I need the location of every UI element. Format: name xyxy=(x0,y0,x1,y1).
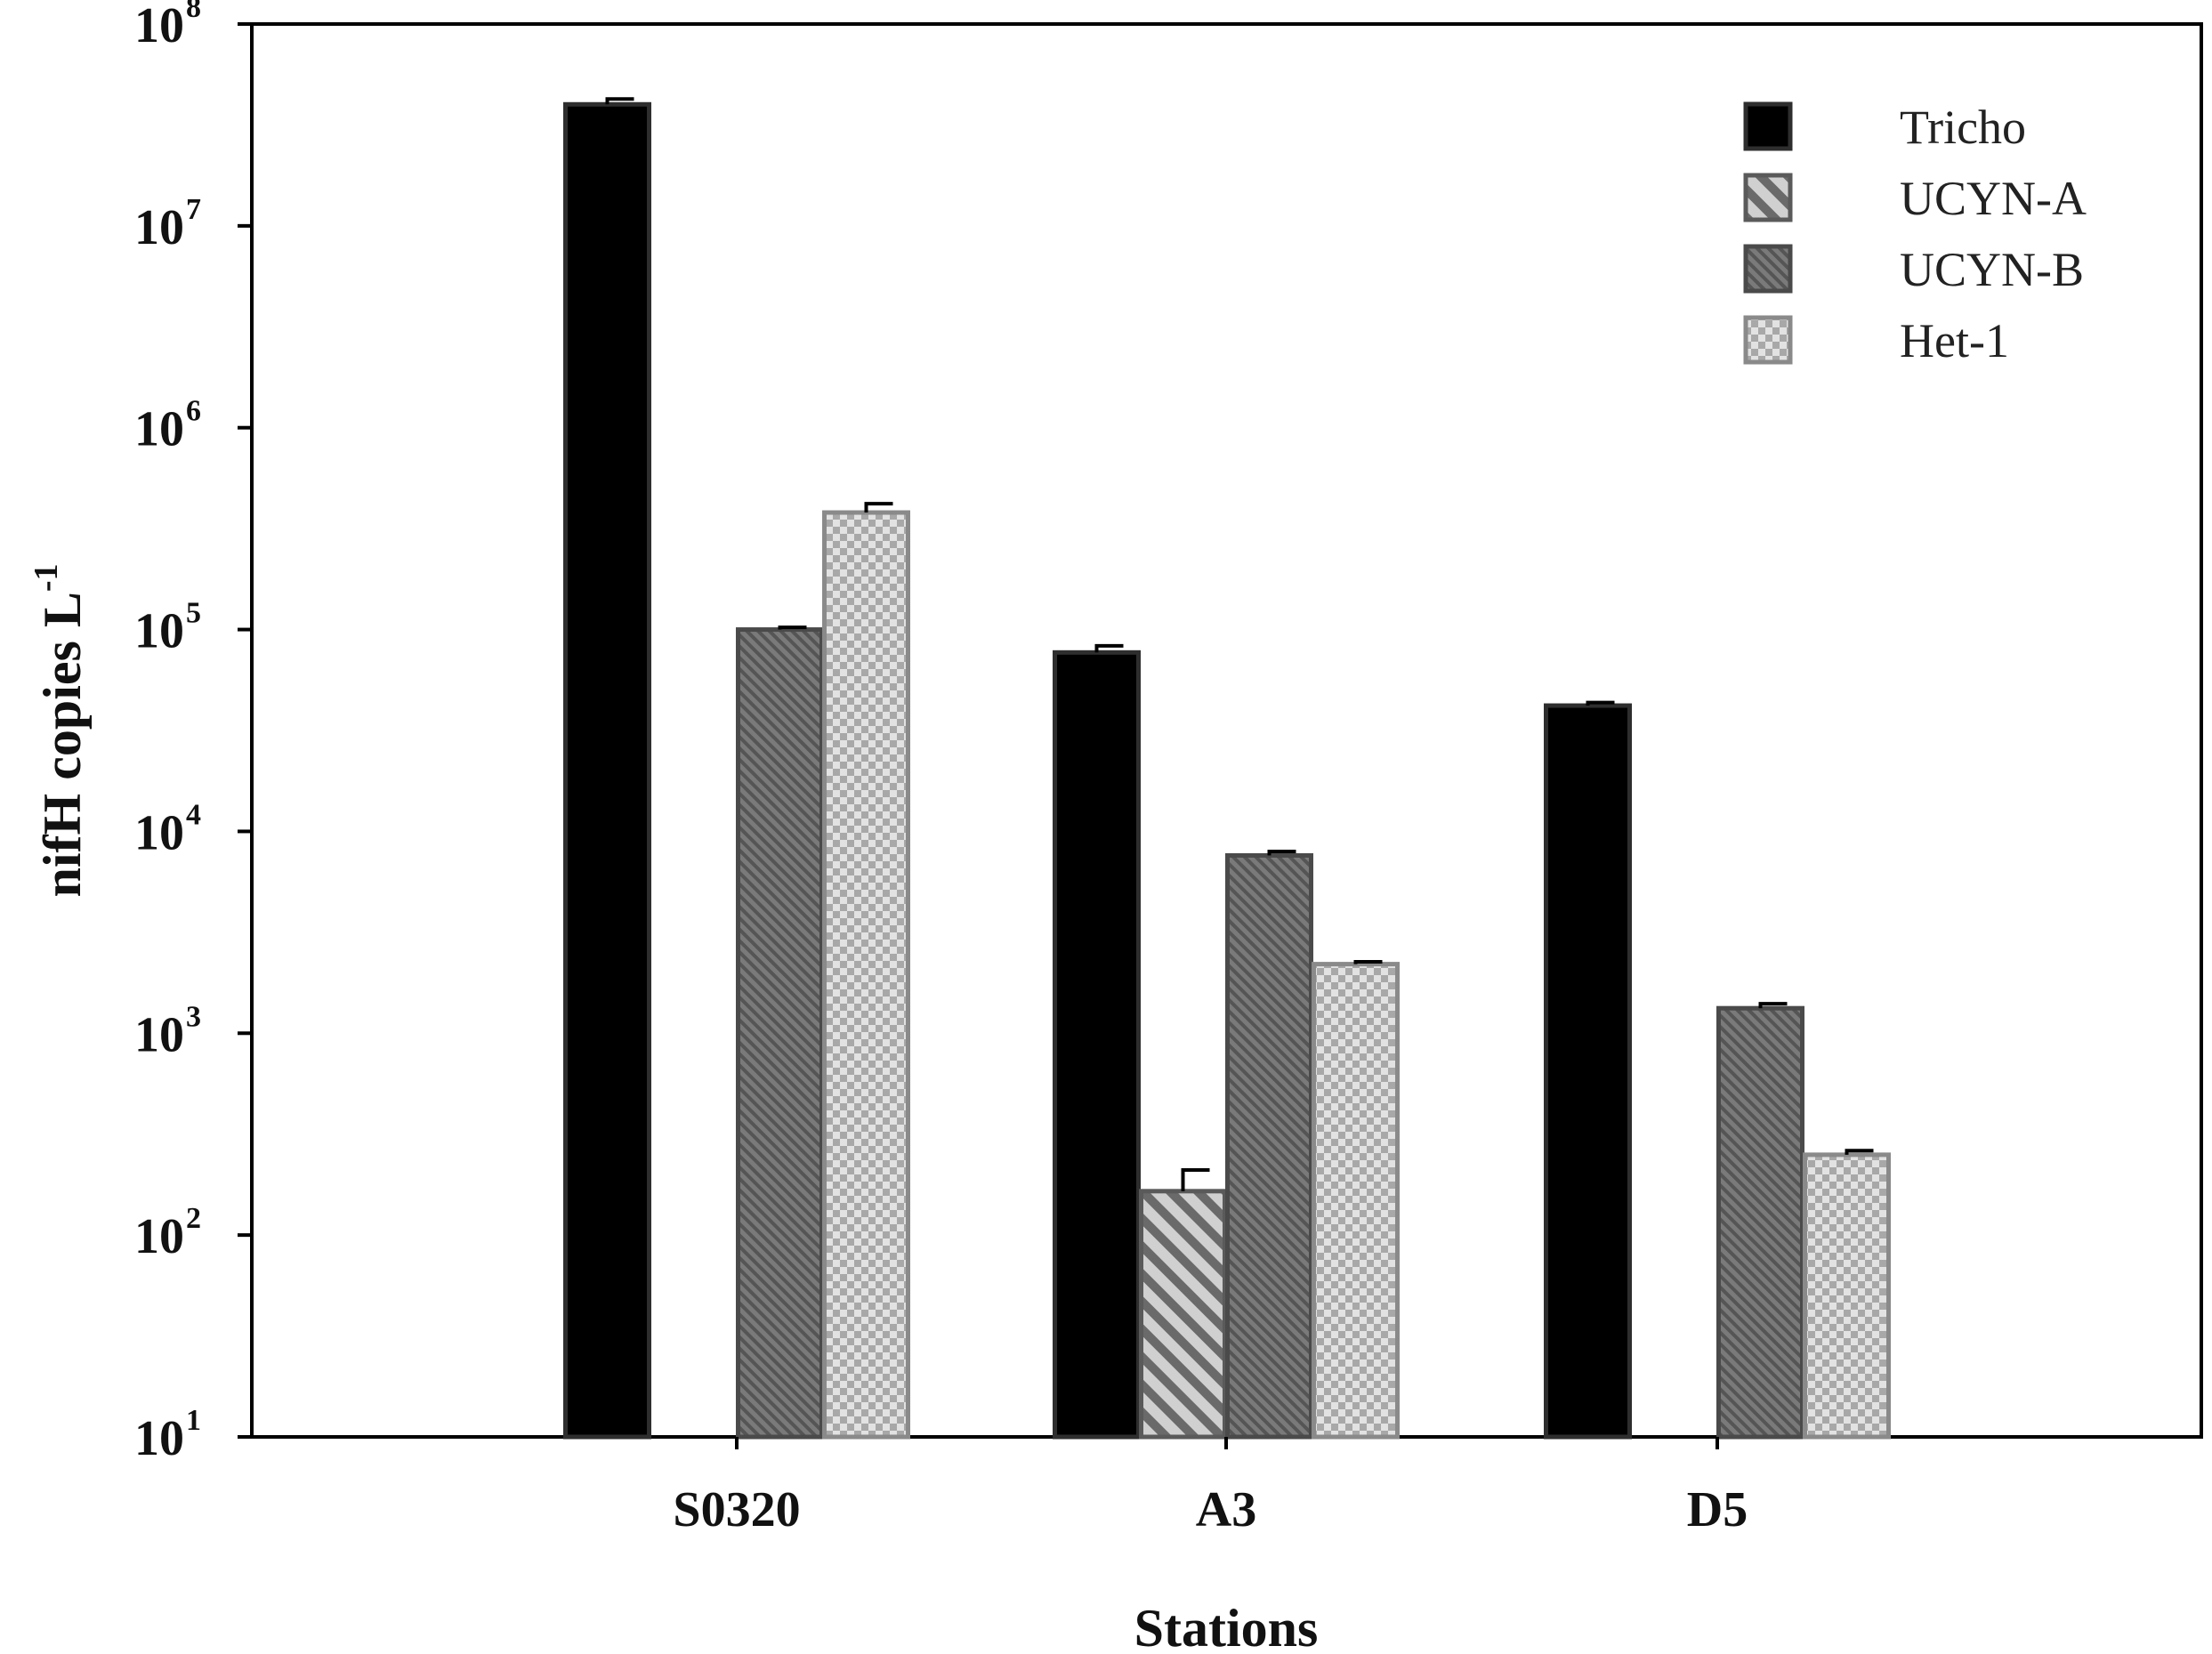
legend-swatch-Het-1 xyxy=(1743,315,1793,365)
y-tick-label: 10 xyxy=(134,1007,184,1062)
x-tick-label: D5 xyxy=(1687,1482,1748,1537)
bar-UCYN-B-D5 xyxy=(1716,1005,1804,1440)
y-axis-title-main: nifH copies L xyxy=(33,592,92,897)
svg-text:nifH copies L-1: nifH copies L-1 xyxy=(28,563,92,897)
y-tick-exponent: 8 xyxy=(186,0,201,24)
y-axis-title-sup: -1 xyxy=(28,563,65,592)
y-tick-exponent: 1 xyxy=(186,1404,201,1437)
bar-Het-1-S0320 xyxy=(822,510,910,1440)
y-tick-label: 10 xyxy=(134,200,184,255)
legend-swatch-UCYN-A xyxy=(1743,173,1793,222)
legend-swatch-UCYN-B xyxy=(1743,244,1793,294)
legend: Tricho UCYN-A UCYN-B Het-1 xyxy=(1743,101,2087,367)
x-axis: S0320 A3 D5 xyxy=(673,1437,1748,1537)
bar-group-D5 xyxy=(1544,700,1891,1440)
bar-group-S0320 xyxy=(563,97,910,1440)
y-tick-exponent: 5 xyxy=(186,597,201,630)
bar-Het-1-D5 xyxy=(1803,1152,1891,1440)
x-axis-title: Stations xyxy=(1134,1599,1319,1654)
y-tick-label: 10 xyxy=(134,0,184,53)
y-tick-label: 10 xyxy=(134,402,184,457)
y-tick-label: 10 xyxy=(134,604,184,659)
bar-Het-1-A3 xyxy=(1312,962,1400,1440)
legend-label-Tricho: Tricho xyxy=(1900,101,2026,154)
bar-Tricho-S0320 xyxy=(563,101,651,1440)
legend-swatch-Tricho xyxy=(1743,101,1793,151)
x-tick-label: A3 xyxy=(1196,1482,1256,1537)
y-tick-exponent: 3 xyxy=(186,1000,201,1033)
bar-Tricho-D5 xyxy=(1544,703,1632,1440)
bar-UCYN-B-A3 xyxy=(1225,852,1313,1440)
y-axis-title: nifH copies L-1 xyxy=(28,563,92,897)
legend-label-Het-1: Het-1 xyxy=(1900,314,2009,367)
y-tick-label: 10 xyxy=(134,1411,184,1466)
legend-label-UCYN-A: UCYN-A xyxy=(1900,172,2087,225)
x-tick-label: S0320 xyxy=(673,1482,800,1537)
bar-Tricho-A3 xyxy=(1053,649,1141,1440)
bar-group-A3 xyxy=(1053,643,1400,1440)
y-tick-exponent: 7 xyxy=(186,193,201,226)
y-tick-exponent: 6 xyxy=(186,395,201,428)
bars xyxy=(563,97,1891,1440)
y-tick-label: 10 xyxy=(134,805,184,860)
bar-UCYN-B-S0320 xyxy=(736,627,824,1440)
y-tick-label: 10 xyxy=(134,1209,184,1264)
y-tick-exponent: 2 xyxy=(186,1202,201,1235)
bar-UCYN-A-A3 xyxy=(1139,1189,1227,1440)
legend-label-UCYN-B: UCYN-B xyxy=(1900,243,2084,296)
y-tick-exponent: 4 xyxy=(186,798,201,831)
